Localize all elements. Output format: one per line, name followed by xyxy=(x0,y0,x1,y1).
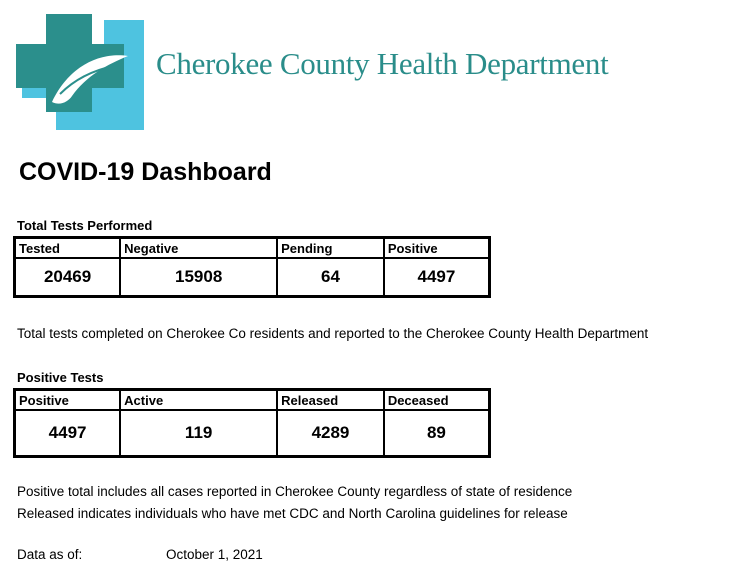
column-header: Released xyxy=(277,389,385,411)
column-header: Active xyxy=(120,389,279,411)
deceased-value: 89 xyxy=(426,423,446,442)
positive-value: 4497 xyxy=(417,267,456,286)
released-value: 4289 xyxy=(277,410,385,457)
total-tests-table: Tested Negative Pending Positive 20469 1… xyxy=(13,236,491,298)
data-as-of-label: Data as of: xyxy=(17,547,83,562)
data-as-of-value: October 1, 2021 xyxy=(166,547,263,562)
positive-note: Positive total includes all cases report… xyxy=(17,484,573,499)
org-name: Cherokee County Health Department xyxy=(156,46,609,81)
pending-value: 64 xyxy=(277,258,385,297)
page-title: COVID-19 Dashboard xyxy=(19,158,272,186)
total-tests-note: Total tests completed on Cherokee Co res… xyxy=(17,326,649,341)
negative-value: 15908 xyxy=(120,258,279,297)
column-header: Deceased xyxy=(383,389,490,411)
released-note: Released indicates individuals who have … xyxy=(17,506,568,521)
column-header: Positive xyxy=(14,389,122,411)
active-value: 119 xyxy=(120,410,279,457)
column-header: Tested xyxy=(14,237,122,259)
positive-tests-table: Positive Active Released Deceased 4497 1… xyxy=(13,388,491,458)
medical-cross-leaf-icon xyxy=(16,14,144,130)
column-header: Positive xyxy=(383,237,490,259)
tested-value: 20469 xyxy=(14,258,122,297)
total-tests-label: Total Tests Performed xyxy=(17,218,153,233)
positive-count-value: 4497 xyxy=(14,410,122,457)
positive-tests-label: Positive Tests xyxy=(17,370,104,385)
column-header: Pending xyxy=(277,237,385,259)
column-header: Negative xyxy=(120,237,279,259)
